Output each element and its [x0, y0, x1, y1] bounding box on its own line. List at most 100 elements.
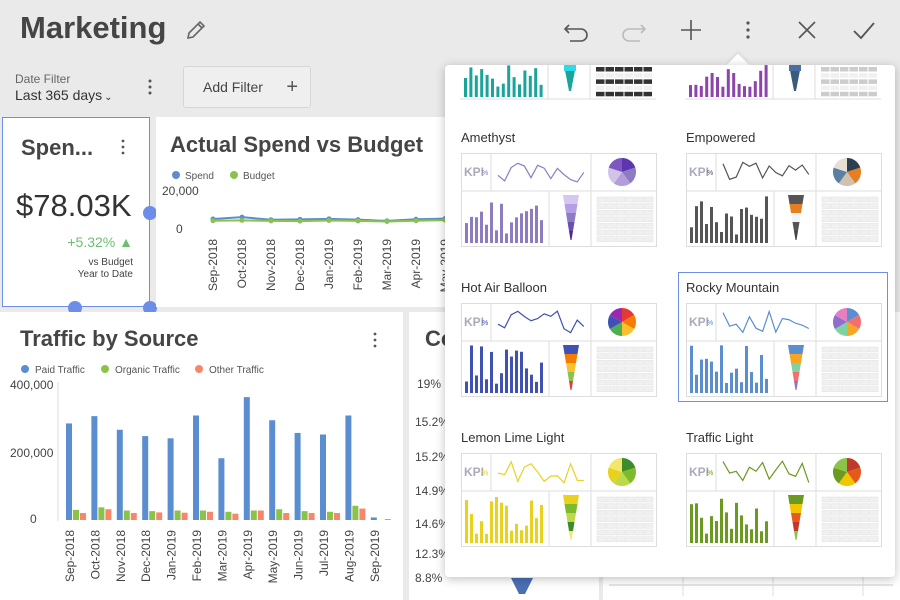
preview-pie-slice [838, 472, 856, 486]
kpi-more-icon[interactable] [115, 137, 131, 157]
preview-bar [765, 196, 768, 243]
bar [301, 511, 308, 520]
close-icon[interactable] [793, 16, 821, 44]
preview-bar [470, 514, 473, 543]
preview-grid-cell [840, 196, 850, 203]
kpi-card[interactable]: Spen... $78.03K +5.32% ▲ vs Budget Year … [2, 117, 150, 307]
theme-rocky-mountain[interactable]: Rocky Mountain KPI% [678, 272, 888, 402]
preview-grid-cell [821, 236, 831, 242]
resize-handle-corner[interactable] [143, 301, 157, 315]
preview-bar [760, 354, 763, 393]
preview-grid-cell [606, 223, 616, 229]
date-filter-value[interactable]: Last 365 days ⌄ [15, 87, 113, 103]
preview-grid-cell [869, 229, 879, 236]
theme-traffic-light[interactable]: Traffic Light KPI% [678, 422, 888, 552]
preview-bar [465, 381, 468, 393]
data-point [326, 218, 332, 224]
preview-bar [523, 70, 527, 97]
preview-bar [501, 83, 505, 97]
preview-grid-cell [850, 229, 860, 236]
preview-funnel-step [563, 195, 579, 204]
preview-grid-cell [859, 85, 868, 91]
partial-preview-graphic [460, 65, 656, 100]
undo-icon[interactable] [562, 16, 590, 44]
preview-funnel-step [564, 204, 578, 213]
theme-partial-top-left[interactable] [460, 65, 656, 101]
resize-handle-bottom[interactable] [68, 301, 82, 315]
preview-bar [759, 70, 763, 97]
theme-name: Amethyst [461, 130, 516, 145]
preview-grid-cell [868, 67, 877, 72]
theme-partial-top-right[interactable] [685, 65, 881, 101]
bar [269, 420, 276, 520]
legend-swatch [21, 365, 29, 373]
preview-bar [689, 85, 692, 97]
preview-grid-cell [605, 79, 614, 84]
plus-icon[interactable] [677, 16, 705, 44]
preview-bar [496, 86, 500, 97]
preview-grid-cell [869, 223, 879, 229]
theme-preview: KPI% [461, 153, 657, 247]
preview-grid-cell [644, 366, 654, 373]
date-filter-label: Date Filter [15, 72, 71, 86]
preview-grid-cell [596, 529, 606, 536]
preview-funnel-step [566, 513, 576, 522]
preview-grid-cell [850, 386, 860, 392]
preview-grid-cell [840, 529, 850, 536]
theme-hot-air-balloon[interactable]: Hot Air Balloon KPI% [453, 272, 663, 402]
preview-bar [700, 359, 703, 393]
preview-grid-cell [850, 203, 860, 209]
preview-grid-cell [840, 523, 850, 529]
preview-bar [525, 525, 528, 543]
preview-grid-cell [615, 209, 625, 216]
preview-grid-cell [859, 373, 869, 379]
preview-funnel-step [566, 363, 576, 372]
more-icon[interactable] [734, 16, 762, 44]
theme-amethyst[interactable]: Amethyst KPI% [453, 122, 663, 252]
preview-bar [700, 517, 703, 543]
add-filter-label: Add Filter [203, 79, 263, 95]
preview-grid-cell [644, 503, 654, 509]
kpi-badge: KPI [464, 465, 484, 479]
preview-grid-cell [625, 359, 635, 366]
preview-grid-cell [606, 203, 616, 209]
preview-grid-cell [644, 529, 654, 536]
preview-grid-cell [606, 503, 616, 509]
preview-bar [510, 222, 513, 243]
resize-handle-right[interactable] [143, 206, 157, 220]
theme-empowered[interactable]: Empowered KPI% [678, 122, 888, 252]
traffic-more-icon[interactable] [367, 330, 383, 350]
preview-bar [760, 531, 763, 543]
preview-pie-slice [833, 167, 847, 184]
preview-grid-cell [606, 366, 616, 373]
check-icon[interactable] [850, 16, 878, 44]
pencil-icon[interactable] [184, 18, 208, 42]
preview-bar [540, 505, 543, 543]
preview-funnel-step [569, 531, 573, 540]
theme-name: Lemon Lime Light [461, 430, 565, 445]
add-filter-button[interactable]: Add Filter + [183, 66, 311, 108]
bar [308, 513, 315, 520]
right-card-grid [609, 574, 893, 596]
preview-line [722, 309, 810, 334]
x-tick-label: Apr-2019 [409, 239, 423, 289]
theme-lemon-lime-light[interactable]: Lemon Lime Light KPI% [453, 422, 663, 552]
preview-grid-cell [850, 373, 860, 379]
preview-bar [500, 373, 503, 393]
actual-spend-card[interactable]: Actual Spend vs Budget Spend Budget 20,000… [156, 117, 456, 307]
filter-more-icon[interactable] [140, 77, 160, 97]
preview-grid-cell [849, 67, 858, 72]
bar [250, 510, 257, 520]
preview-grid-cell [624, 67, 633, 72]
header-bar: Marketing [0, 0, 900, 60]
preview-grid-cell [850, 346, 860, 353]
preview-grid-cell [869, 196, 879, 203]
preview-pie-slice [622, 308, 635, 322]
preview-bar [465, 223, 468, 243]
traffic-card[interactable]: Traffic by Source Paid Traffic Organic Tr… [0, 312, 403, 600]
preview-grid-cell [615, 73, 624, 78]
preview-bar [730, 216, 733, 243]
preview-grid-cell [869, 203, 879, 209]
preview-bar [525, 211, 528, 243]
preview-grid-cell [634, 353, 644, 359]
